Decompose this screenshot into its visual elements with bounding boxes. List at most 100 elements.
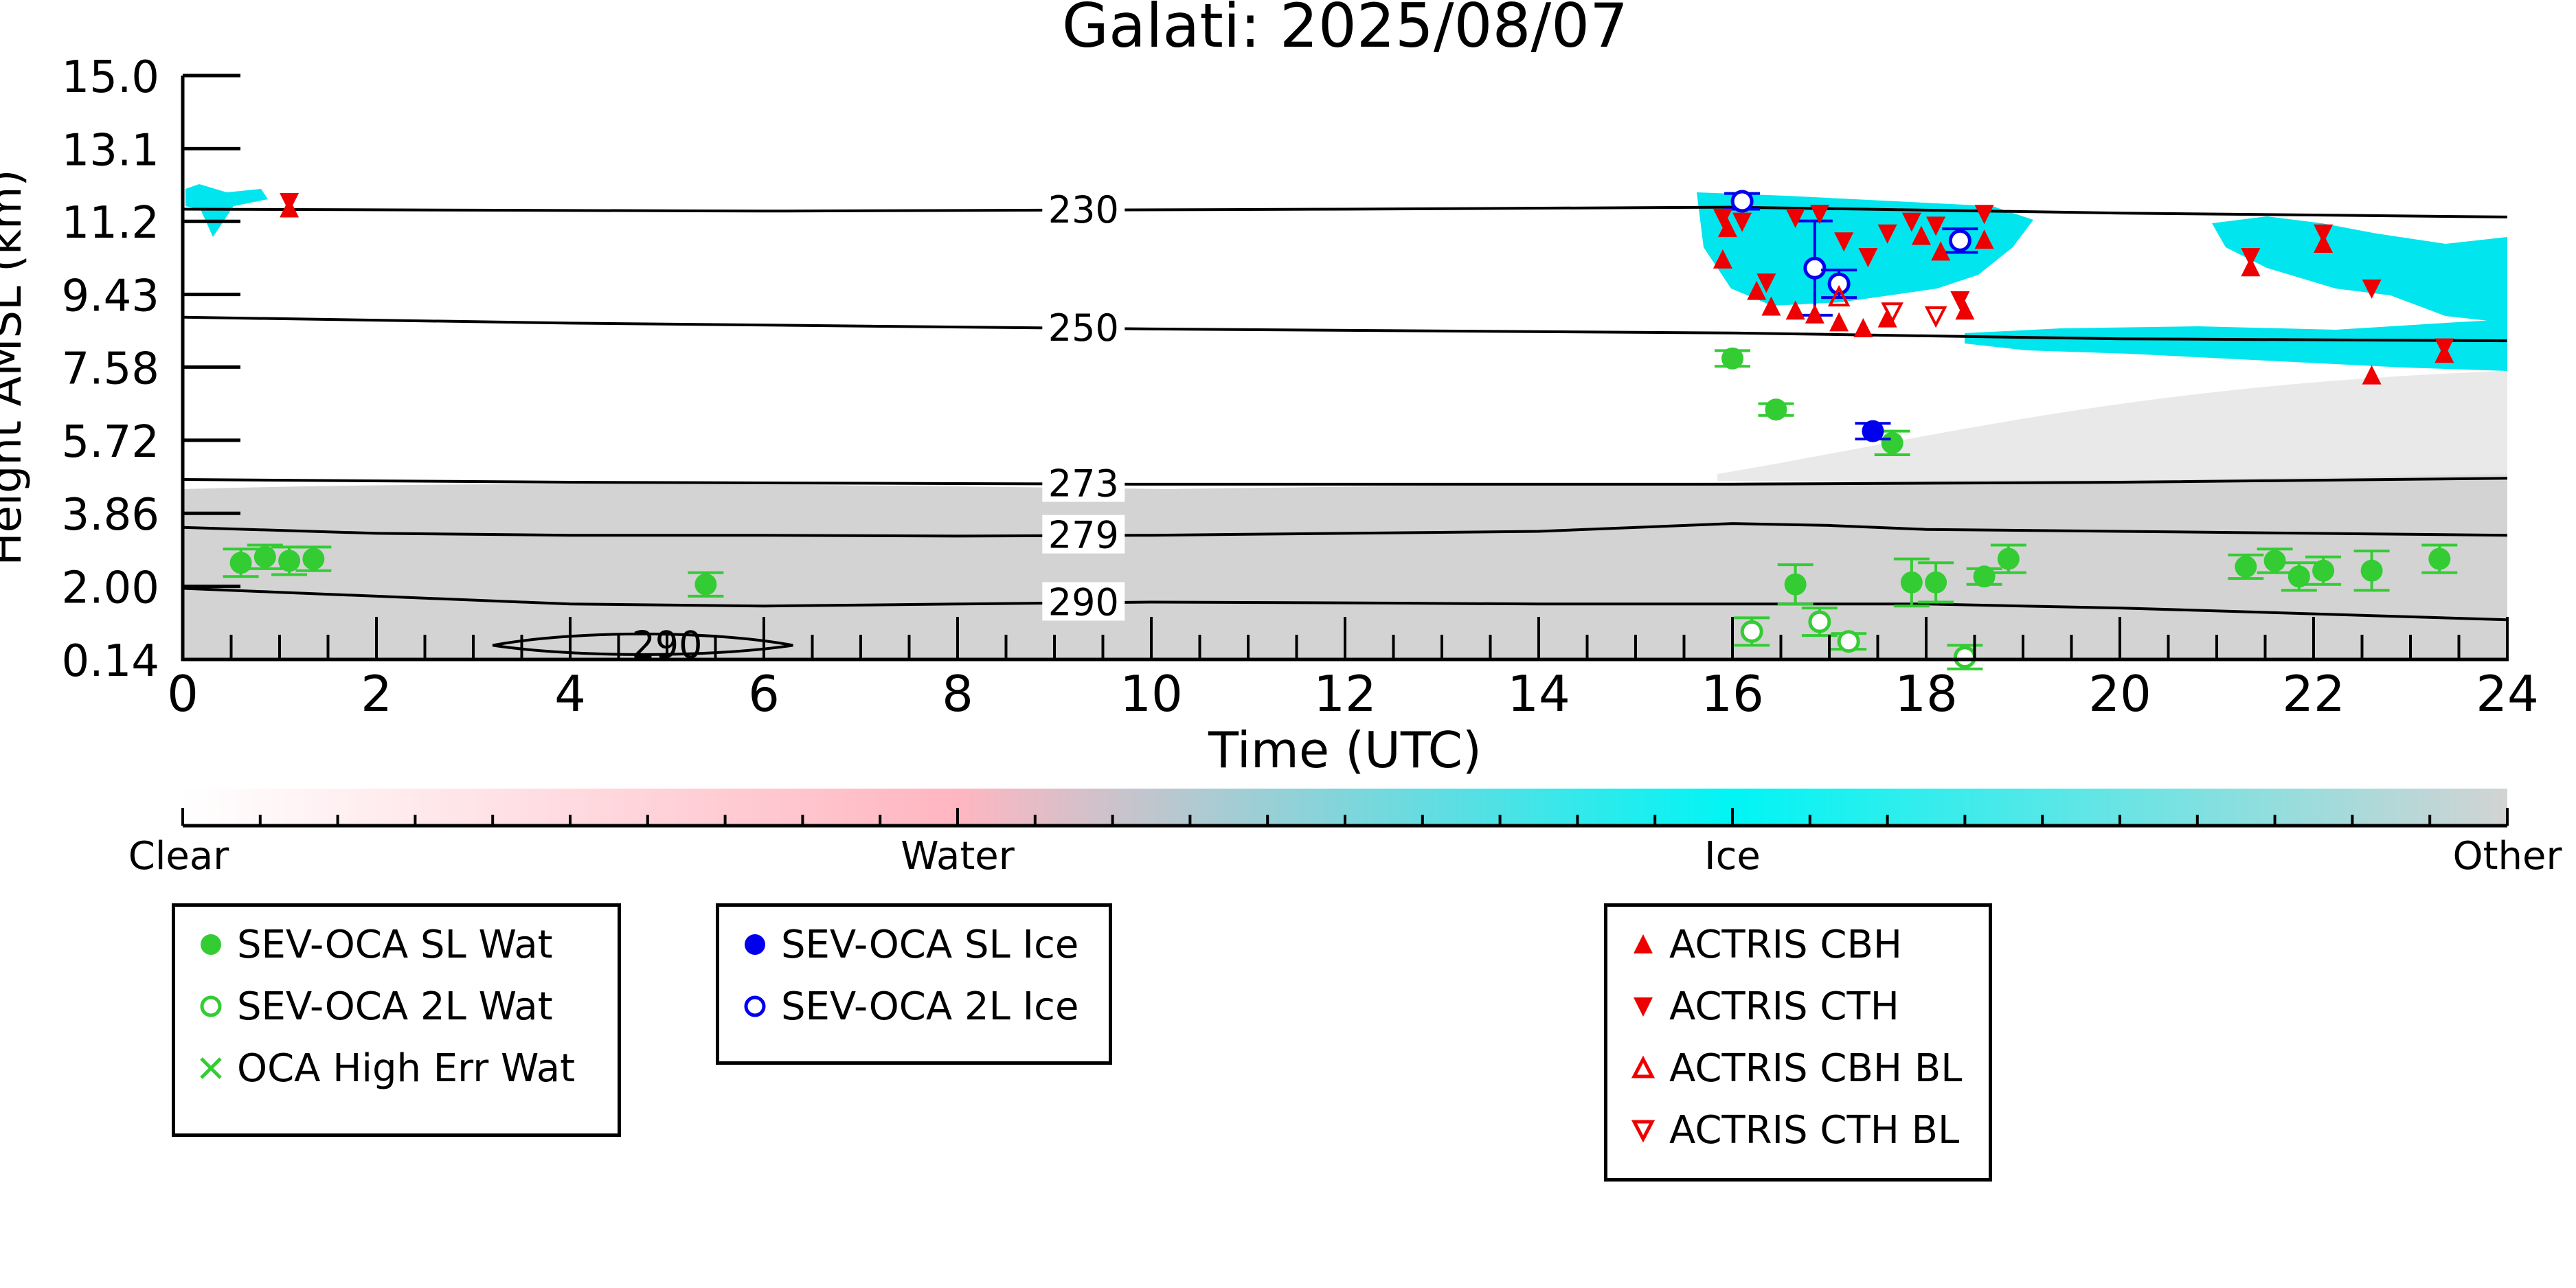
data-point [1829,312,1849,332]
legend-actris: ACTRIS CBH ACTRIS CTH ACTRIS CBH BL ACTR… [1604,903,1992,1182]
y-tick-label: 7.58 [62,343,160,394]
data-point [1756,273,1776,293]
isotherm-lines [183,205,2507,656]
data-point [280,193,300,213]
data-point [1853,317,1873,337]
filled-circle-icon [201,934,221,955]
data-point [2428,547,2451,570]
triangle-up-icon [1634,934,1653,953]
open-triangle-up-icon [1631,1055,1656,1078]
data-point [1808,610,1831,633]
x-tick-label: 24 [2476,665,2539,723]
legend-item-sev-oca-sl-wat: SEV-OCA SL Wat [189,920,553,969]
isotherm-label-bg [1042,582,1125,621]
data-point [2362,279,2382,299]
y-tick-label: 9.43 [62,271,160,322]
legend-label: SEV-OCA 2L Ice [781,984,1079,1029]
data-point [1765,398,1787,421]
legend-item-sev-oca-2l-ice: SEV-OCA 2L Ice [733,982,1078,1030]
isotherm-label: 273 [1048,462,1119,506]
data-point [1713,208,1732,228]
x-tick-label: 0 [167,665,199,723]
mid-cloud-other-region [1717,371,2507,481]
y-tick-label: 2.00 [62,563,160,614]
open-triangle-down-icon [1631,1120,1656,1143]
y-tick-label: 3.86 [62,490,160,541]
isotherm-label-bg [1042,515,1125,554]
data-point [1974,205,1994,225]
data-point [2314,224,2334,244]
data-point [1717,218,1737,238]
chart-title: Galati: 2025/08/07 [1062,0,1628,61]
colorbar-label-clear: Clear [128,834,229,879]
isotherm-290 [183,587,2507,622]
legend-item-actris-cth: ACTRIS CTH [1621,982,1899,1030]
data-point [2241,248,2261,268]
x-tick-label: 16 [1701,665,1764,723]
isotherm-label: 279 [1048,514,1119,557]
x-tick-label: 20 [2088,665,2151,723]
triangle-down-icon [1634,997,1653,1017]
low-cloud-other-region [183,474,2507,659]
x-tick-label: 10 [1120,665,1183,723]
ice-cloud-right-lower [1965,319,2507,371]
data-point [1925,571,1947,594]
legend-item-sev-oca-2l-wat: SEV-OCA 2L Wat [189,982,553,1030]
legend-item-actris-cbh: ACTRIS CBH [1621,920,1902,969]
legend-item-actris-cth-bl: ACTRIS CTH BL [1621,1106,1959,1154]
isotherm-279 [183,522,2507,538]
ice-cloud-right-upper [2212,216,2507,323]
x-mark-icon [200,1057,222,1079]
data-point [1785,300,1805,320]
isotherm-250 [183,315,2507,343]
data-point [1785,208,1805,228]
isotherm-label: 290 [1048,580,1119,624]
open-circle-icon [200,995,222,1017]
data-point [2263,550,2286,572]
data-point [1784,573,1807,596]
legend-ice: SEV-OCA SL Ice SEV-OCA 2L Ice [716,903,1112,1065]
isotherm-label: 250 [1048,306,1119,350]
data-point [2287,565,2310,588]
data-point [1911,225,1931,245]
colorbar-ticks [181,808,2509,826]
data-point [2362,365,2382,385]
data-point [2312,559,2335,582]
legend-item-sev-oca-sl-ice: SEV-OCA SL Ice [733,920,1078,969]
data-point [2434,338,2454,358]
data-markers [223,190,2458,670]
legend-item-actris-cbh-bl: ACTRIS CBH BL [1621,1044,1962,1092]
legend-label: ACTRIS CTH [1669,984,1899,1029]
y-axis-label: Height AMSL (km) [0,170,32,566]
data-point [1827,272,1851,295]
data-point [1924,306,1947,328]
data-point [302,547,325,570]
isotherm-label: 230 [1048,188,1119,231]
data-point [1948,229,1971,252]
legend-label: SEV-OCA SL Wat [237,922,553,967]
data-point [1901,212,1921,232]
data-point [1834,232,1854,252]
x-tick-label: 18 [1895,665,1958,723]
x-tick-label: 22 [2282,665,2345,723]
data-point [1747,280,1767,300]
data-point [1740,620,1763,643]
y-ticks: 0.14 2.00 3.86 5.72 7.58 9.43 11.2 13.1 15.0 [62,52,240,687]
data-point [1881,302,1903,324]
data-point [1862,420,1884,442]
legend-label: OCA High Err Wat [237,1046,576,1091]
data-point [1837,630,1860,653]
legend-label: ACTRIS CBH [1669,922,1903,967]
legend-label: SEV-OCA 2L Wat [237,984,553,1029]
x-tick-label: 8 [942,665,973,723]
data-point [1955,300,1975,320]
data-point [1877,224,1897,244]
data-point [1974,229,1994,249]
data-point [1881,431,1903,454]
data-point [1973,565,1996,588]
x-axis-label: Time (UTC) [1208,721,1482,779]
data-point [1950,291,1970,311]
isotherm-230 [183,205,2507,218]
